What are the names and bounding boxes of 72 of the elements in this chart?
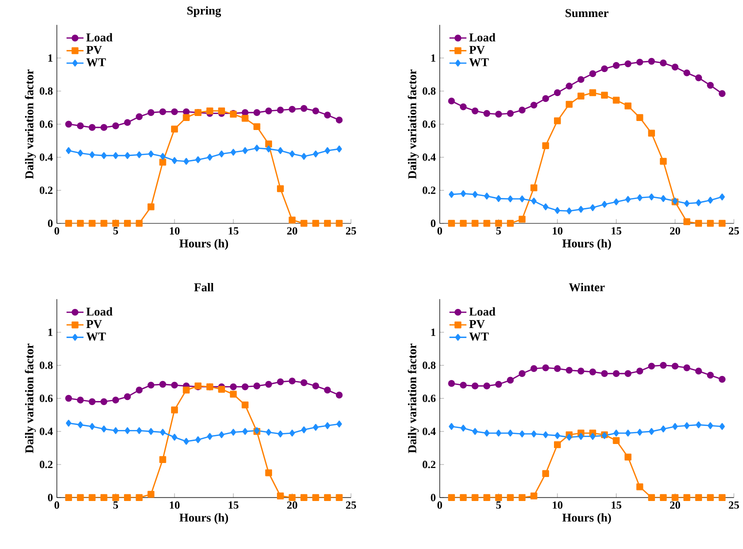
x-tick-label: 20 [670, 501, 680, 509]
y-tick-label: 0.2 [40, 460, 53, 468]
y-tick-label: 0 [430, 494, 436, 502]
x-tick-label: 20 [287, 227, 298, 234]
x-tick-label: 0 [437, 501, 442, 509]
x-tick-label: 15 [612, 501, 622, 509]
y-tick-label: 0 [48, 494, 53, 502]
y-tick-label: 0.4 [422, 428, 436, 435]
x-tick-label: 5 [113, 227, 118, 234]
y-tick-label: 1 [431, 328, 436, 336]
legend-label: PV [86, 46, 102, 54]
y-tick-label: 0 [430, 219, 436, 227]
x-tick-label: 10 [170, 227, 180, 234]
x-tick-label: 10 [170, 501, 180, 509]
y-tick-label: 0.6 [422, 120, 436, 128]
y-axis-title: Daily variation factor [24, 343, 36, 453]
x-tick-label: 10 [552, 227, 562, 234]
y-tick-label: 0.8 [422, 361, 436, 369]
x-tick-label: 20 [287, 501, 298, 509]
x-tick-label: 0 [54, 501, 60, 509]
x-tick-label: 5 [496, 501, 501, 508]
legend-label: WT [469, 58, 489, 66]
y-tick-label: 0.2 [422, 186, 436, 194]
legend-label: WT [86, 58, 106, 66]
y-tick-label: 0.8 [422, 87, 436, 95]
y-tick-label: 0.6 [422, 394, 436, 402]
x-tick-label: 0 [437, 227, 442, 234]
x-axis-title: Hours (h) [562, 238, 611, 250]
chart-title: Fall [194, 282, 214, 292]
x-axis-title: Hours (h) [179, 238, 228, 250]
x-tick-label: 25 [728, 227, 739, 234]
y-tick-label: 0.8 [40, 87, 53, 95]
x-tick-label: 25 [346, 227, 356, 234]
x-axis-title: Hours (h) [562, 513, 611, 524]
legend-label: WT [86, 332, 106, 340]
legend-label: Load [469, 307, 496, 316]
y-tick-label: 1 [48, 328, 52, 336]
chart-title: Winter [568, 282, 605, 292]
legend-label: Load [86, 307, 113, 316]
x-tick-label: 15 [612, 227, 622, 234]
y-tick-label: 0.4 [40, 153, 53, 161]
y-tick-label: 0.4 [422, 153, 436, 161]
y-tick-label: 0.8 [40, 361, 53, 369]
y-tick-label: 0.6 [40, 394, 53, 402]
y-tick-label: 0 [48, 219, 53, 227]
y-tick-label: 0.4 [40, 428, 53, 435]
y-tick-label: 0.6 [40, 120, 53, 128]
x-tick-label: 25 [346, 501, 356, 509]
chart-title: Summer [566, 8, 608, 17]
y-tick-label: 1 [431, 54, 436, 62]
x-tick-label: 5 [113, 501, 118, 508]
y-axis-title: Daily variation factor [408, 69, 419, 179]
chart-title: Spring [187, 6, 222, 17]
legend-label: Load [469, 32, 496, 42]
legend-label: Load [86, 32, 113, 42]
y-tick-label: 0.2 [40, 186, 53, 194]
x-tick-label: 25 [728, 501, 739, 509]
x-tick-label: 0 [54, 227, 60, 234]
x-tick-label: 20 [670, 227, 680, 234]
x-tick-label: 5 [496, 227, 501, 234]
y-tick-label: 1 [48, 54, 52, 62]
x-tick-label: 10 [552, 501, 562, 509]
y-axis-title: Daily variation factor [408, 343, 419, 453]
legend-label: PV [469, 320, 485, 328]
legend-label: PV [469, 46, 485, 54]
x-axis-title: Hours (h) [179, 513, 228, 524]
x-tick-label: 15 [228, 227, 238, 234]
legend-label: WT [469, 332, 489, 340]
y-tick-label: 0.2 [422, 460, 436, 468]
y-axis-title: Daily variation factor [24, 69, 36, 179]
x-tick-label: 15 [228, 501, 238, 509]
legend-label: PV [86, 320, 102, 328]
